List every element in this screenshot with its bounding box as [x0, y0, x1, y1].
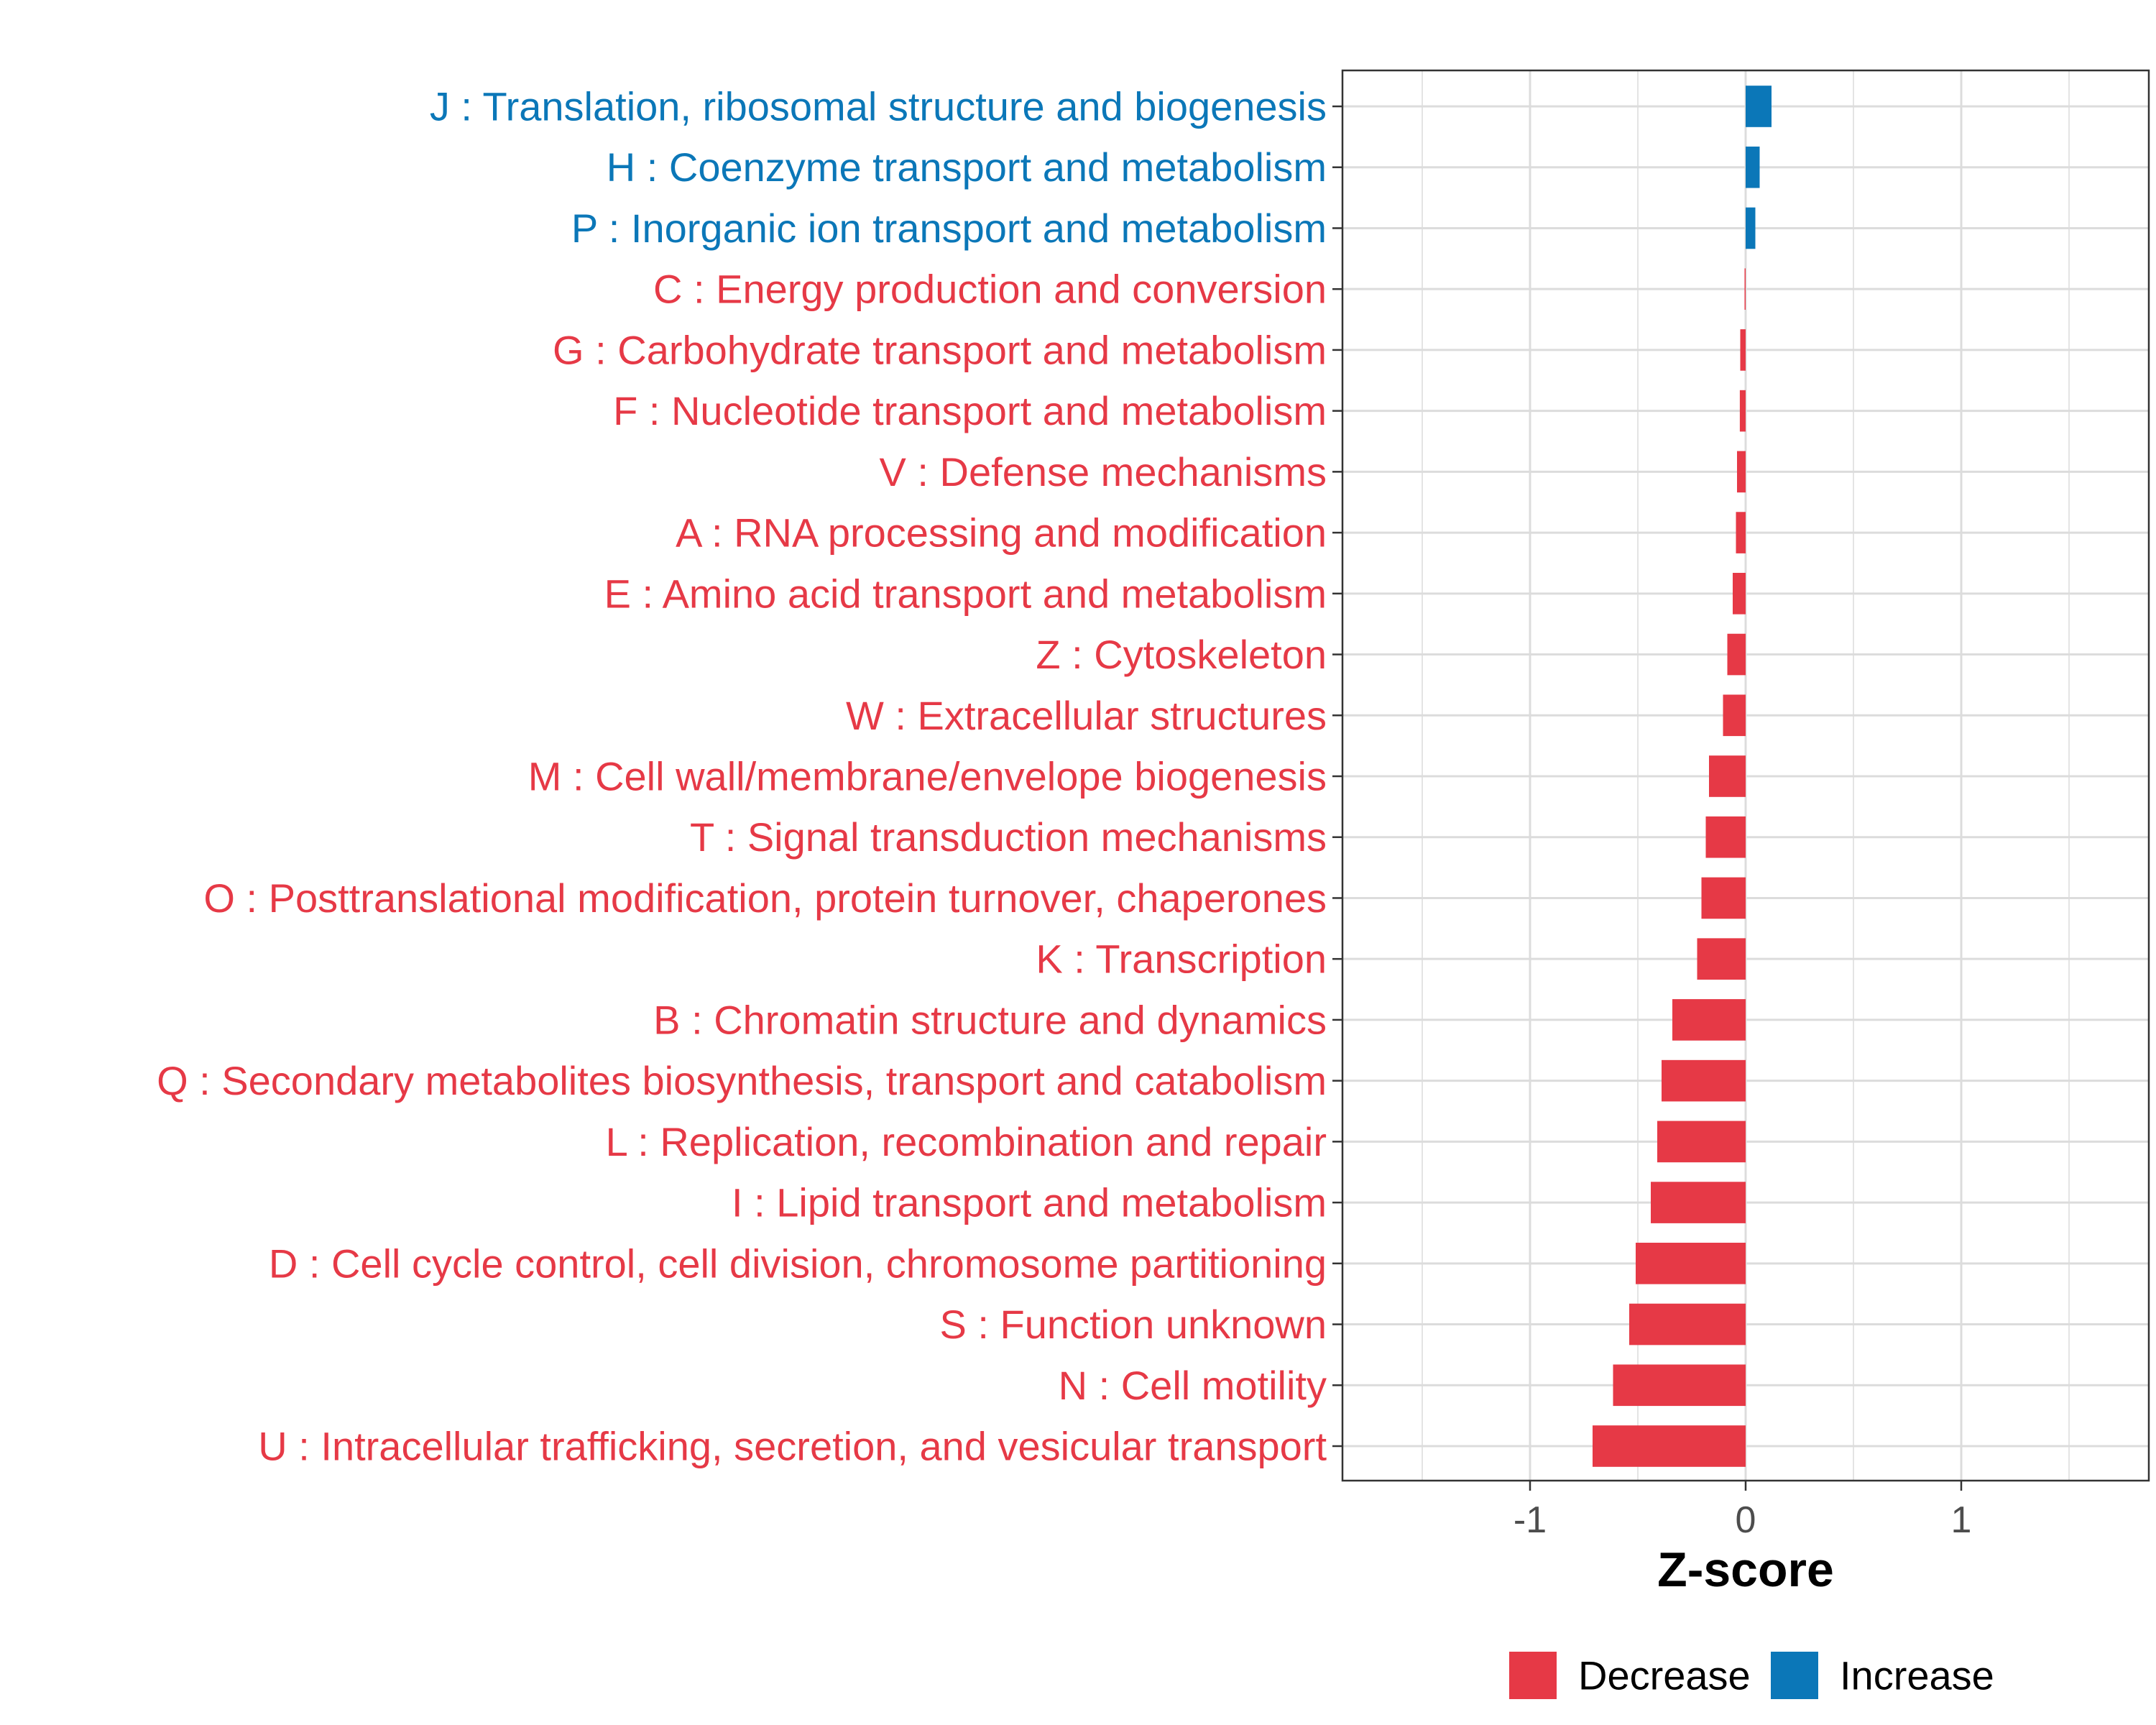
category-label: E : Amino acid transport and metabolism: [604, 571, 1327, 616]
bar: [1744, 268, 1746, 310]
category-label: W : Extracellular structures: [846, 693, 1327, 738]
x-tick-label: 0: [1736, 1499, 1756, 1541]
bar: [1613, 1364, 1746, 1407]
bar: [1657, 1121, 1746, 1163]
x-tick-label: 1: [1951, 1499, 1972, 1541]
category-label: C : Energy production and conversion: [653, 267, 1327, 312]
bar: [1740, 329, 1746, 371]
category-labels: J : Translation, ribosomal structure and…: [157, 84, 1327, 1469]
category-label: Q : Secondary metabolites biosynthesis, …: [157, 1058, 1327, 1103]
bar: [1651, 1182, 1746, 1223]
category-label: B : Chromatin structure and dynamics: [653, 997, 1327, 1042]
bar: [1737, 451, 1746, 493]
bar: [1662, 1059, 1746, 1102]
legend-key-increase: [1771, 1652, 1818, 1699]
category-label: T : Signal transduction mechanisms: [690, 814, 1327, 860]
category-label: H : Coenzyme transport and metabolism: [607, 144, 1327, 190]
category-label: U : Intracellular trafficking, secretion…: [258, 1424, 1327, 1469]
bar: [1636, 1243, 1746, 1284]
category-label: G : Carbohydrate transport and metabolis…: [553, 327, 1327, 372]
bar: [1672, 999, 1746, 1041]
bar: [1736, 512, 1746, 553]
bar: [1705, 816, 1746, 858]
bar: [1709, 755, 1746, 797]
x-axis-title: Z-score: [1657, 1542, 1834, 1597]
category-label: M : Cell wall/membrane/envelope biogenes…: [528, 754, 1327, 799]
bar: [1697, 938, 1746, 980]
bars: [1593, 86, 1772, 1467]
x-tick-label: -1: [1514, 1499, 1547, 1541]
bar: [1739, 390, 1746, 432]
category-label: N : Cell motility: [1059, 1363, 1327, 1408]
category-label: A : RNA processing and modification: [676, 510, 1327, 556]
legend-label-decrease: Decrease: [1578, 1653, 1751, 1698]
category-label: K : Transcription: [1036, 937, 1327, 982]
bar: [1746, 207, 1756, 249]
bar: [1629, 1303, 1746, 1346]
category-label: S : Function unknown: [939, 1302, 1327, 1347]
category-label: Z : Cytoskeleton: [1036, 632, 1327, 677]
legend-key-decrease: [1509, 1652, 1557, 1699]
category-label: D : Cell cycle control, cell division, c…: [269, 1241, 1327, 1286]
category-label: F : Nucleotide transport and metabolism: [613, 388, 1327, 433]
bar: [1746, 86, 1772, 127]
bar: [1733, 573, 1746, 615]
category-label: P : Inorganic ion transport and metaboli…: [571, 206, 1327, 251]
x-axis-ticks: -1 0 1: [1514, 1481, 1972, 1541]
category-label: L : Replication, recombination and repai…: [606, 1119, 1327, 1164]
legend-label-increase: Increase: [1840, 1653, 1994, 1698]
legend: Decrease Increase: [1509, 1652, 1994, 1699]
bar: [1746, 146, 1760, 188]
category-label: O : Posttranslational modification, prot…: [203, 875, 1327, 921]
bar: [1723, 694, 1746, 737]
bar: [1701, 877, 1746, 919]
category-label: V : Defense mechanisms: [880, 449, 1327, 494]
category-label: I : Lipid transport and metabolism: [732, 1180, 1327, 1225]
y-axis-ticks: [1332, 105, 1342, 1448]
bar: [1727, 633, 1746, 676]
category-label: J : Translation, ribosomal structure and…: [430, 84, 1327, 129]
bar: [1593, 1425, 1746, 1467]
